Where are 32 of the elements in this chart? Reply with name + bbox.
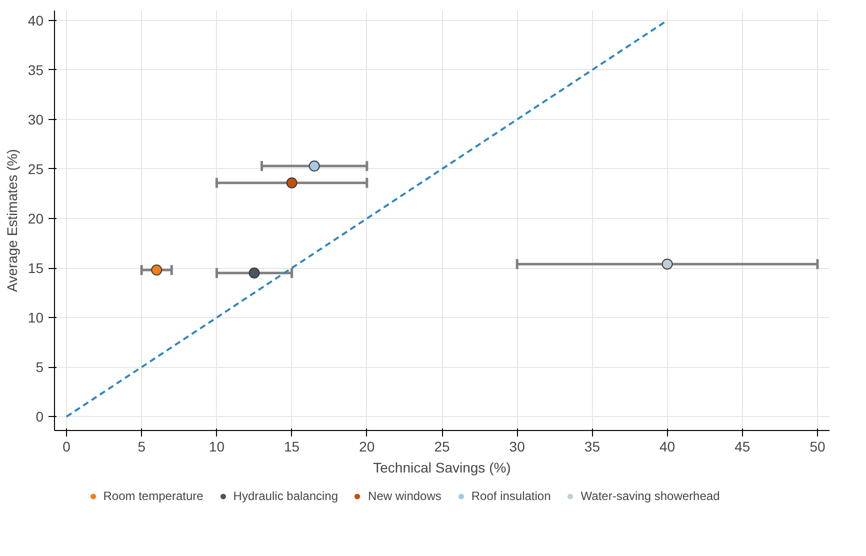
point: [248, 268, 260, 278]
y-tick-label: 35: [28, 62, 44, 78]
y-tick-label: 0: [36, 408, 44, 425]
x-tick-label: 20: [359, 438, 375, 454]
y-tick-label: 30: [28, 111, 44, 128]
legend-label: Water-saving showerhead: [580, 489, 720, 503]
point: [286, 177, 298, 188]
x-tick-label: 35: [584, 438, 600, 454]
y-tick-label: 40: [28, 12, 44, 28]
y-axis-title: Average Estimates (%): [4, 149, 20, 292]
x-tick-label: 15: [284, 438, 300, 454]
legend-label: New windows: [368, 489, 442, 503]
y-tick-label: 10: [28, 310, 44, 326]
point: [151, 264, 162, 276]
x-axis-title: Technical Savings (%): [373, 460, 511, 476]
legend-label: Hydraulic balancing: [233, 489, 338, 503]
y-tick-label: 15: [28, 260, 44, 276]
x-tick-label: 0: [62, 438, 71, 454]
point: [308, 160, 320, 172]
x-tick-label: 45: [734, 438, 750, 454]
y-tick-label: 20: [28, 210, 44, 227]
x-tick-label: 10: [208, 438, 225, 454]
x-tick-label: 40: [660, 438, 676, 454]
legend-label: Roof insulation: [471, 489, 551, 503]
y-tick-label: 25: [28, 160, 44, 177]
y-tick-label: 5: [36, 359, 44, 376]
point: [662, 258, 673, 270]
x-tick-label: 25: [434, 438, 450, 454]
legend-label: Room temperature: [103, 489, 204, 503]
x-tick-label: 30: [509, 438, 526, 454]
x-tick-label: 50: [810, 438, 826, 454]
x-tick-label: 5: [138, 438, 146, 454]
